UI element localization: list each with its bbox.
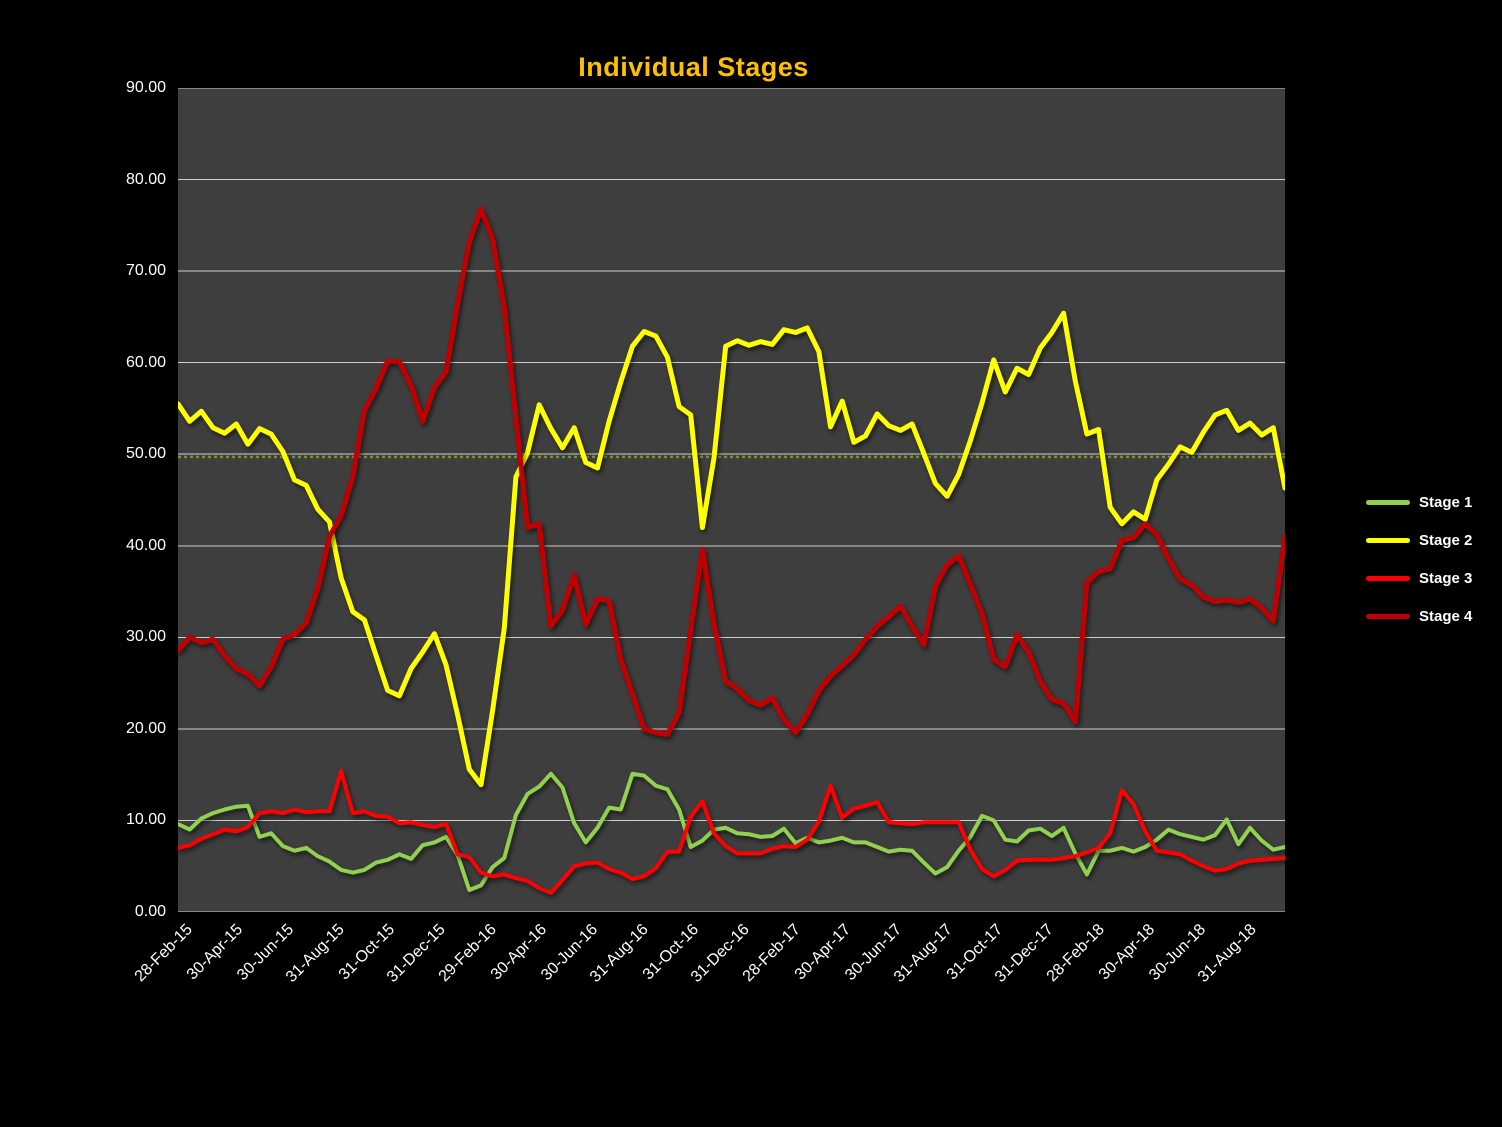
legend-label: Stage 1 bbox=[1419, 493, 1473, 511]
legend-swatch-icon bbox=[1366, 613, 1410, 619]
legend-item-stage-1: Stage 1 bbox=[1366, 490, 1472, 514]
y-tick-label: 50.00 bbox=[125, 445, 166, 463]
plot-area bbox=[178, 88, 1285, 912]
y-tick-label: 90.00 bbox=[125, 79, 166, 96]
legend-item-stage-3: Stage 3 bbox=[1366, 566, 1472, 590]
y-tick-label: 0.00 bbox=[134, 903, 166, 920]
legend-swatch-icon bbox=[1366, 499, 1410, 505]
y-tick-label: 40.00 bbox=[125, 536, 166, 554]
y-tick-label: 70.00 bbox=[125, 262, 166, 280]
legend-label: Stage 2 bbox=[1419, 531, 1473, 549]
series-line-stage-1 bbox=[178, 771, 1285, 892]
legend-label: Stage 3 bbox=[1419, 569, 1473, 587]
y-tick-label: 80.00 bbox=[125, 170, 166, 188]
chart-title: Individual Stages bbox=[578, 52, 809, 82]
y-tick-label: 60.00 bbox=[125, 353, 166, 371]
series-line-stage-3 bbox=[178, 769, 1285, 895]
legend-swatch-icon bbox=[1366, 575, 1410, 581]
legend-item-stage-4: Stage 4 bbox=[1366, 604, 1472, 628]
x-tick-label: 28-Feb-15 bbox=[131, 921, 197, 986]
y-tick-label: 30.00 bbox=[125, 628, 166, 646]
y-tick-label: 10.00 bbox=[125, 811, 166, 829]
series-line-stage-2 bbox=[178, 310, 1285, 788]
chart-svg bbox=[178, 88, 1285, 912]
legend-label: Stage 4 bbox=[1419, 607, 1473, 625]
legend-item-stage-2: Stage 2 bbox=[1366, 528, 1472, 552]
y-tick-label: 20.00 bbox=[125, 719, 166, 737]
legend: Stage 1 Stage 2 Stage 3 Stage 4 bbox=[1366, 490, 1472, 642]
series-line-stage-4 bbox=[178, 206, 1285, 737]
legend-swatch-icon bbox=[1366, 537, 1410, 543]
